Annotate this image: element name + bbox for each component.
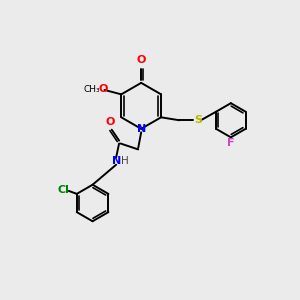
Text: N: N bbox=[112, 156, 122, 166]
Text: CH₃: CH₃ bbox=[83, 85, 100, 94]
Text: N: N bbox=[136, 124, 146, 134]
Text: H: H bbox=[121, 157, 128, 166]
Text: O: O bbox=[106, 117, 115, 127]
Text: F: F bbox=[227, 138, 235, 148]
Text: O: O bbox=[136, 56, 146, 65]
Text: O: O bbox=[98, 84, 108, 94]
Text: Cl: Cl bbox=[58, 185, 70, 195]
Text: S: S bbox=[194, 115, 202, 125]
